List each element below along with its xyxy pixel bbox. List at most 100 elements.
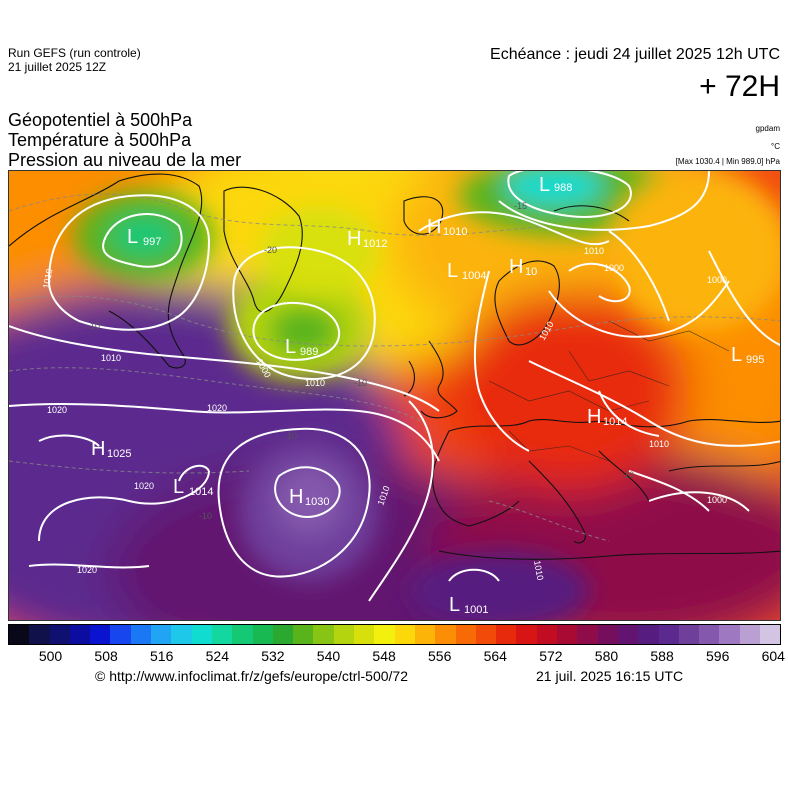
isotherm-label: -10	[87, 321, 100, 331]
isotherm-values: -20 -15 -10 -10 -10 -10 -10	[87, 201, 634, 521]
unit-geopotential: gpdam	[755, 124, 780, 133]
colorbar-tick-label: 516	[150, 648, 174, 664]
svg-text:995: 995	[746, 354, 764, 366]
isobar-label: 1020	[207, 403, 227, 413]
colorbar-swatch	[699, 625, 720, 644]
svg-text:1012: 1012	[363, 238, 387, 250]
run-date: 21 juillet 2025 12Z	[8, 60, 107, 74]
colorbar-swatch	[374, 625, 395, 644]
run-info: Run GEFS (run controle) 21 juillet 2025 …	[8, 46, 141, 74]
isobar-label: 1000	[707, 495, 727, 505]
isobar-label: 1020	[77, 565, 97, 575]
colorbar-swatch	[252, 625, 273, 644]
colorbar-swatch	[272, 625, 294, 644]
svg-text:989: 989	[300, 346, 318, 358]
svg-text:H: H	[427, 216, 441, 238]
svg-text:988: 988	[554, 182, 572, 194]
pressure-center: L 995	[731, 344, 764, 366]
pressure-center: H 10	[509, 256, 537, 278]
colorbar-swatch	[475, 625, 497, 644]
svg-text:1014: 1014	[603, 416, 627, 428]
param-geopotential: Géopotentiel à 500hPa	[8, 110, 193, 130]
isotherm-label: -10	[284, 431, 297, 441]
pressure-center: H 1030	[289, 486, 329, 508]
borders	[488, 320, 730, 462]
pressure-center: H 1014	[587, 406, 627, 428]
svg-text:1004: 1004	[462, 270, 486, 282]
colorbar-swatch	[678, 625, 700, 644]
isobar-values: 1010 1010 1010 1010 1010 1010 1000 1000 …	[41, 246, 727, 581]
colorbar-swatch	[617, 625, 639, 644]
colorbar-swatch	[577, 625, 598, 644]
isotherm-label: -15	[514, 201, 527, 211]
isobar-label: 1010	[305, 378, 325, 388]
svg-text:L: L	[127, 226, 138, 248]
pressure-center: L 1001	[449, 594, 488, 616]
forecast-lead-time: + 72H	[699, 70, 780, 103]
colorbar-swatch	[638, 625, 659, 644]
colorbar-swatch	[658, 625, 679, 644]
pressure-labels: L 997 L 989 H 1012 H 1010 L 1004 H 10 L 988 L 99…	[91, 174, 764, 616]
pressure-center: L 988	[539, 174, 572, 196]
colorbar-tick-label: 596	[705, 648, 730, 664]
colorbar-swatch	[496, 625, 517, 644]
svg-text:L: L	[447, 260, 458, 282]
render-date: 21 juil. 2025 16:15 UTC	[536, 668, 684, 684]
colorbar-swatch	[110, 625, 131, 644]
svg-text:H: H	[509, 256, 523, 278]
param-slp: Pression au niveau de la mer	[8, 150, 242, 170]
unit-temperature: °C	[771, 142, 780, 151]
colorbar-swatch	[313, 625, 334, 644]
svg-text:1014: 1014	[189, 486, 213, 498]
colorbar-swatch	[719, 625, 740, 644]
pressure-center: L 997	[127, 226, 161, 248]
colorbar-swatch	[394, 625, 415, 644]
geopotential-cores	[74, 171, 780, 620]
colorbar-tick-label: 604	[761, 648, 785, 664]
isobar-label: 1010	[101, 353, 121, 363]
colorbar-tick-label: 508	[94, 648, 118, 664]
pressure-center: L 989	[285, 336, 318, 358]
svg-text:H: H	[587, 406, 601, 428]
colorbar-tick-label: 564	[483, 648, 507, 664]
colorbar-swatch	[759, 625, 781, 644]
param-temperature: Température à 500hPa	[8, 130, 192, 150]
colorbar-tick-label: 540	[316, 648, 341, 664]
svg-text:1025: 1025	[107, 448, 131, 460]
colorbar-swatch	[516, 625, 537, 644]
isobar-label: 1000	[604, 263, 624, 273]
colorbar-tick-label: 532	[261, 648, 285, 664]
run-model: Run GEFS (run controle)	[8, 46, 141, 60]
forecast-valid-time: Echéance : jeudi 24 juillet 2025 12h UTC	[490, 46, 780, 63]
isobar-label: 1010	[584, 246, 604, 256]
isobar-label: 1020	[134, 481, 154, 491]
pressure-center: H 1012	[347, 228, 387, 250]
colorbar-swatch	[29, 625, 50, 644]
isobar-label: 1010	[649, 439, 669, 449]
colorbar-swatch	[333, 625, 355, 644]
svg-text:L: L	[449, 594, 460, 616]
source-credit[interactable]: © http://www.infoclimat.fr/z/gefs/europe…	[95, 668, 409, 684]
isobar-label: 1020	[47, 405, 67, 415]
svg-text:L: L	[285, 336, 296, 358]
colorbar-tick-label: 556	[428, 648, 452, 664]
weather-map[interactable]: L 997 L 989 H 1012 H 1010 L 1004 H 10 L 988 L 99…	[8, 170, 781, 621]
colorbar-tick-label: 548	[372, 648, 396, 664]
svg-text:L: L	[731, 344, 742, 366]
colorbar-tick-label: 524	[205, 648, 229, 664]
colorbar-swatch	[130, 625, 152, 644]
colorbar-swatch	[90, 625, 111, 644]
svg-text:1030: 1030	[305, 496, 329, 508]
unit-slp-range: [Max 1030.4 | Min 989.0] hPa	[675, 157, 780, 166]
isobars	[9, 171, 780, 602]
colorbar	[8, 624, 781, 645]
colorbar-swatch	[293, 625, 314, 644]
colorbar-swatch	[9, 625, 30, 644]
colorbar-swatch	[171, 625, 192, 644]
colorbar-tick-label: 588	[650, 648, 674, 664]
colorbar-tick-label: 580	[594, 648, 619, 664]
coastlines	[9, 173, 780, 560]
svg-text:L: L	[173, 476, 184, 498]
isobar-label: 1000	[707, 275, 727, 285]
isobar-label: 1010	[41, 268, 54, 289]
